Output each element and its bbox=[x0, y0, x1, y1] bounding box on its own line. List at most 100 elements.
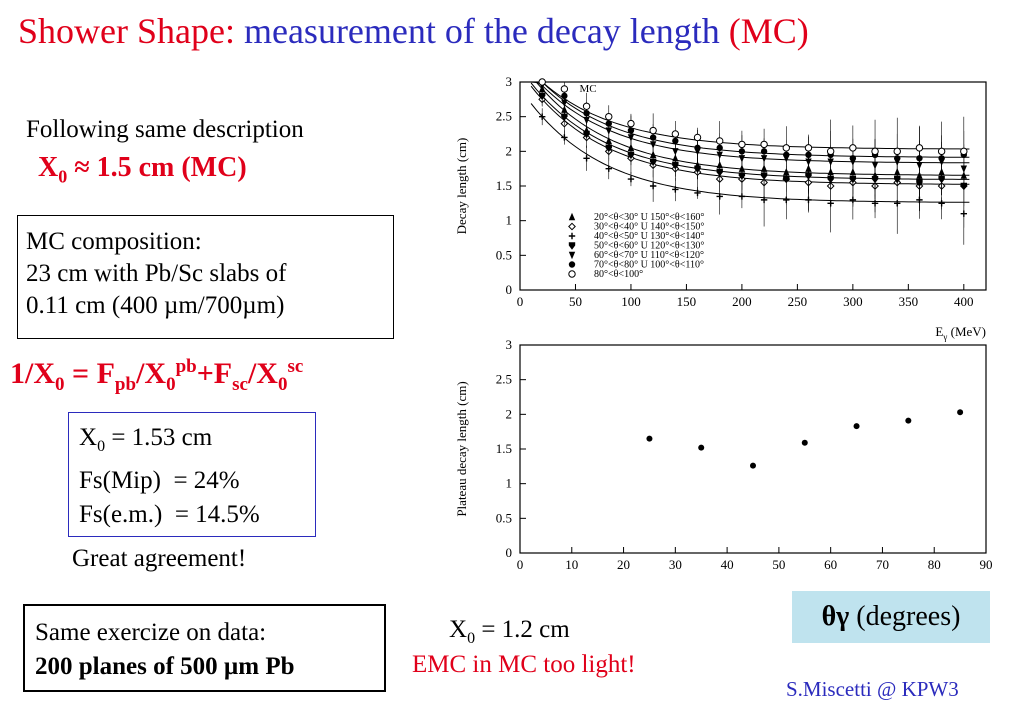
data-point bbox=[760, 140, 768, 149]
y-tick-label: 1.5 bbox=[496, 441, 512, 456]
data-comparison-box: Same exercize on data: 200 planes of 500… bbox=[23, 604, 386, 692]
x-tick-label: 10 bbox=[565, 557, 578, 572]
computed-values-box: X0 = 1.53 cm Fs(Mip) = 24% Fs(e.m.) = 14… bbox=[68, 412, 316, 537]
x0-data-result: X0 = 1.2 cm bbox=[449, 616, 570, 647]
data-point bbox=[627, 175, 635, 183]
composition-line3: 0.11 cm (400 µm/700µm) bbox=[26, 292, 285, 319]
x-tick-label: 0 bbox=[517, 557, 524, 572]
data-point bbox=[760, 172, 768, 180]
data-point bbox=[716, 137, 724, 145]
data-box-line1: Same exercize on data: bbox=[35, 619, 267, 646]
legend-entry: 40°<θ<50° U 130°<θ<140° bbox=[594, 231, 704, 242]
legend-entry: 80°<θ<100° bbox=[594, 269, 643, 280]
bottom-y-axis-label: Plateau decay length (cm) bbox=[454, 381, 469, 516]
legend-marker bbox=[568, 261, 576, 268]
emc-note: EMC in MC too light! bbox=[412, 651, 636, 678]
fit-curve bbox=[530, 82, 970, 180]
x-tick-label: 50 bbox=[569, 294, 582, 309]
description-text: Following same description bbox=[26, 116, 304, 143]
y-tick-label: 2.5 bbox=[496, 372, 512, 387]
title-prefix: Shower Shape: bbox=[18, 11, 235, 51]
legend-marker bbox=[568, 222, 576, 231]
legend-entry: 20°<θ<30° U 150°<θ<160° bbox=[594, 212, 704, 223]
data-point bbox=[783, 175, 790, 184]
data-point bbox=[960, 147, 968, 156]
data-point bbox=[583, 130, 590, 139]
fit-curve bbox=[531, 81, 970, 150]
data-point bbox=[649, 182, 657, 190]
slide-title: Shower Shape: measurement of the decay l… bbox=[18, 10, 809, 52]
decay-length-charts: 0 50 100 150 200 250 300 350 40000.511.522.53Dec… bbox=[454, 74, 993, 572]
data-point bbox=[827, 200, 834, 207]
top-x-axis-label: Eγ (MeV) bbox=[935, 324, 986, 342]
title-suffix: (MC) bbox=[728, 11, 809, 51]
data-point bbox=[805, 158, 812, 166]
corner-label: MC bbox=[579, 83, 596, 95]
x-tick-label: 300 bbox=[843, 294, 863, 309]
mc-composition-box: MC composition: 23 cm with Pb/Sc slabs o… bbox=[17, 215, 394, 339]
y-tick-label: 1.5 bbox=[496, 178, 512, 193]
data-point bbox=[738, 193, 746, 200]
x-tick-label: 90 bbox=[980, 557, 993, 572]
y-tick-label: 2.5 bbox=[496, 109, 512, 124]
x-tick-label: 60 bbox=[824, 557, 837, 572]
fs-em-value: Fs(e.m.) = 14.5% bbox=[79, 501, 260, 528]
data-point bbox=[716, 168, 723, 177]
data-point bbox=[849, 144, 857, 152]
x-tick-label: 20 bbox=[617, 557, 630, 572]
data-point bbox=[672, 148, 679, 156]
data-point bbox=[672, 186, 679, 193]
radiation-length-formula: 1/X0 = Fpb/X0pb+Fsc/X0sc bbox=[10, 356, 304, 395]
data-point bbox=[849, 175, 857, 184]
x0-mc-result: X0 ≈ 1.5 cm (MC) bbox=[38, 152, 247, 187]
data-point bbox=[937, 147, 946, 156]
data-point bbox=[938, 200, 945, 207]
data-point bbox=[671, 130, 680, 138]
data-point bbox=[894, 200, 901, 207]
y-tick-label: 3 bbox=[506, 337, 513, 352]
legend-marker bbox=[568, 232, 576, 240]
y-tick-label: 2 bbox=[506, 143, 513, 158]
legend-marker bbox=[568, 251, 576, 260]
y-tick-label: 0 bbox=[506, 282, 513, 297]
title-main: measurement of the decay length bbox=[243, 11, 720, 51]
x-tick-label: 350 bbox=[899, 294, 919, 309]
plateau-point bbox=[646, 435, 653, 442]
plateau-point bbox=[801, 439, 808, 446]
data-point bbox=[605, 112, 613, 121]
plateau-point bbox=[957, 409, 964, 416]
data-point bbox=[693, 133, 702, 142]
fit-curve bbox=[530, 103, 970, 203]
data-point bbox=[805, 196, 812, 204]
data-point bbox=[694, 165, 701, 173]
data-point bbox=[538, 92, 546, 101]
x-tick-label: 200 bbox=[732, 294, 752, 309]
plateau-point bbox=[905, 417, 912, 424]
y-tick-label: 1 bbox=[506, 476, 513, 491]
data-point bbox=[583, 155, 590, 162]
y-tick-label: 2 bbox=[506, 406, 513, 421]
x-tick-label: 400 bbox=[954, 294, 974, 309]
fs-mip-value: Fs(Mip) = 24% bbox=[79, 467, 240, 494]
x-tick-label: 100 bbox=[621, 294, 641, 309]
y-tick-label: 1 bbox=[506, 213, 513, 228]
x-tick-label: 80 bbox=[928, 557, 941, 572]
plateau-point bbox=[698, 444, 705, 451]
data-box-line2: 200 planes of 500 µm Pb bbox=[35, 653, 295, 680]
data-point bbox=[627, 151, 635, 159]
x-tick-label: 250 bbox=[788, 294, 808, 309]
data-point bbox=[960, 182, 968, 191]
data-point bbox=[561, 134, 568, 141]
y-tick-label: 3 bbox=[506, 74, 513, 89]
agreement-note: Great agreement! bbox=[72, 545, 247, 572]
legend-entry: 50°<θ<60° U 120°<θ<130° bbox=[594, 241, 704, 252]
data-point bbox=[649, 158, 657, 166]
legend-marker bbox=[568, 270, 576, 278]
fit-curve bbox=[531, 81, 970, 176]
data-point bbox=[605, 144, 612, 153]
data-point bbox=[804, 144, 813, 152]
x-tick-label: 50 bbox=[772, 557, 785, 572]
legend-entry: 60°<θ<70° U 110°<θ<120° bbox=[594, 250, 704, 261]
data-point bbox=[893, 147, 901, 156]
fit-curve bbox=[531, 81, 970, 164]
